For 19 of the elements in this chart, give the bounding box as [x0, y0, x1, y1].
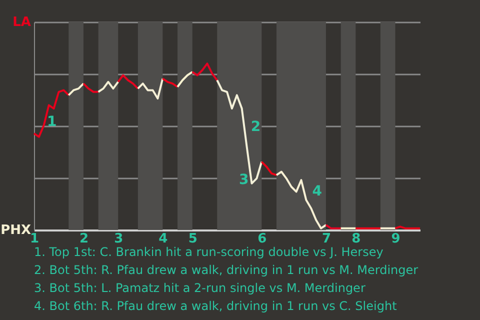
text: PHX: [0, 223, 31, 238]
x-tick-label: 1: [30, 232, 40, 246]
x-tick-label: 8: [352, 232, 361, 246]
annotation: 1: [46, 114, 57, 130]
text: 4. Bot 6th: R. Pfau drew a walk, driving in 1 run vs C. Sleight: [34, 299, 398, 313]
annotation: 3: [238, 172, 249, 188]
text: 1. Top 1st: C. Brankin hit a run-scoring double vs J. Hersey: [34, 245, 384, 259]
x-tick-label: 2: [79, 232, 89, 246]
x-tick-label: 4: [158, 232, 168, 246]
x-tick-label: 5: [188, 232, 198, 246]
x-tick-label: 7: [322, 232, 331, 246]
x-tick-label: 3: [114, 232, 124, 246]
text: LA: [12, 15, 31, 30]
x-tick-label: 6: [258, 232, 267, 246]
annotation: 2: [250, 118, 261, 135]
text: 3. Bot 5th: L. Pamatz hit a 2-run single vs M. Merdinger: [34, 281, 366, 295]
text: 2. Bot 5th: R. Pfau drew a walk, driving in 1 run vs M. Merdinger: [34, 263, 418, 277]
x-tick-label: 9: [391, 232, 400, 246]
annotation: 4: [312, 184, 322, 200]
